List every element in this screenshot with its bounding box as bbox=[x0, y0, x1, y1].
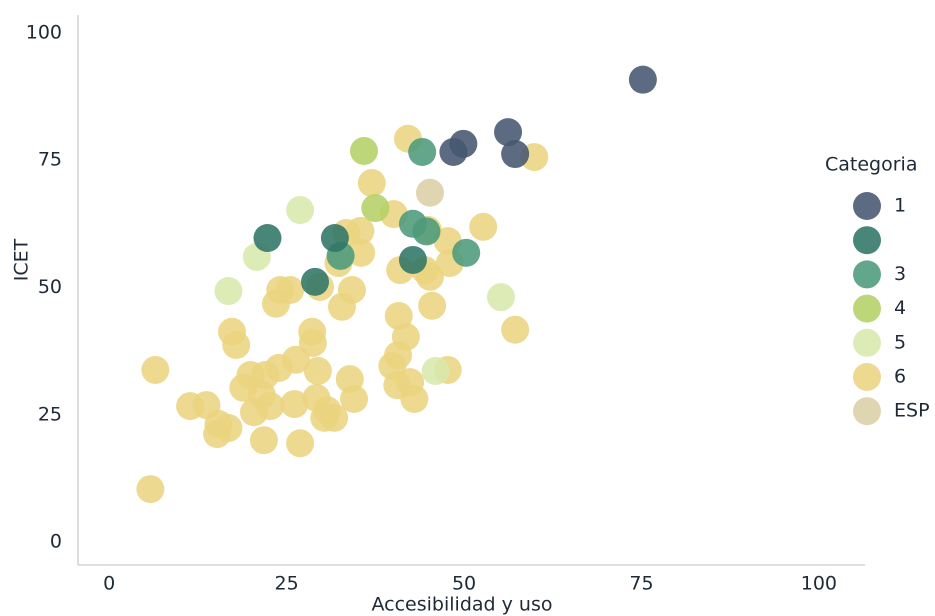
point bbox=[398, 245, 427, 274]
legend-marker bbox=[853, 294, 881, 323]
y-tick-label: 75 bbox=[38, 149, 62, 171]
point bbox=[261, 289, 290, 318]
y-tick-label: 0 bbox=[50, 531, 62, 553]
x-tick-label: 50 bbox=[452, 573, 476, 595]
point bbox=[349, 136, 378, 165]
legend-marker bbox=[853, 260, 881, 289]
point bbox=[340, 384, 369, 413]
point bbox=[486, 283, 515, 312]
point bbox=[415, 178, 444, 207]
point bbox=[286, 196, 315, 225]
point bbox=[298, 328, 327, 357]
point bbox=[418, 291, 447, 320]
point bbox=[421, 356, 450, 385]
point bbox=[249, 426, 278, 455]
x-axis-label: Accesibilidad y uso bbox=[372, 594, 553, 616]
point bbox=[415, 262, 444, 291]
point bbox=[286, 429, 315, 458]
point bbox=[494, 118, 523, 147]
point bbox=[320, 403, 349, 432]
point bbox=[141, 355, 170, 384]
point bbox=[412, 217, 441, 246]
legend-marker bbox=[853, 192, 881, 220]
point bbox=[320, 224, 349, 253]
point bbox=[303, 356, 332, 385]
legend-marker bbox=[853, 226, 881, 255]
y-axis-label: ICET bbox=[11, 238, 33, 281]
legend-label: 4 bbox=[894, 297, 906, 319]
y-tick-label: 50 bbox=[38, 276, 62, 298]
point bbox=[628, 65, 657, 94]
legend-label: 1 bbox=[894, 195, 906, 217]
x-tick-label: 25 bbox=[275, 573, 299, 595]
point bbox=[347, 238, 376, 267]
legend-label: 6 bbox=[894, 366, 906, 388]
point bbox=[408, 137, 437, 166]
legend-marker bbox=[853, 328, 881, 357]
point bbox=[501, 315, 530, 344]
point bbox=[214, 277, 243, 306]
point bbox=[253, 224, 282, 253]
legend-marker bbox=[853, 397, 881, 426]
point bbox=[136, 475, 165, 504]
x-tick-label: 75 bbox=[629, 573, 653, 595]
legend-label: 5 bbox=[894, 331, 906, 353]
point bbox=[222, 331, 251, 359]
legend-title: Categoria bbox=[825, 154, 917, 176]
point bbox=[501, 140, 530, 169]
point bbox=[327, 292, 356, 321]
y-tick-label: 100 bbox=[26, 21, 62, 43]
legend-marker bbox=[853, 363, 881, 391]
point bbox=[361, 194, 390, 223]
point bbox=[439, 137, 468, 166]
point bbox=[301, 267, 330, 296]
point bbox=[280, 390, 309, 419]
point bbox=[469, 212, 498, 241]
legend-label: ESP bbox=[894, 400, 930, 422]
point bbox=[357, 169, 386, 198]
point bbox=[256, 392, 285, 421]
point bbox=[400, 384, 429, 413]
x-tick-label: 0 bbox=[103, 573, 115, 595]
point bbox=[452, 238, 481, 267]
y-tick-label: 25 bbox=[38, 403, 62, 425]
legend-label: 3 bbox=[894, 263, 906, 285]
x-tick-label: 100 bbox=[801, 573, 837, 595]
point bbox=[203, 420, 232, 449]
